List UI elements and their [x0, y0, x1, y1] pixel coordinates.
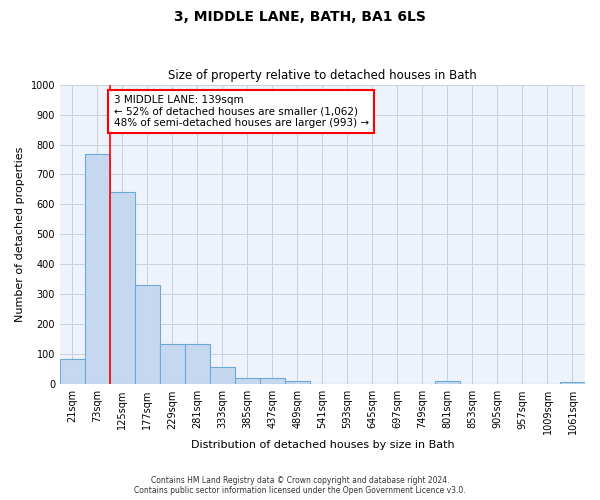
Bar [560, 382, 585, 384]
Y-axis label: Number of detached properties: Number of detached properties [15, 147, 25, 322]
Bar [435, 380, 460, 384]
Text: 3 MIDDLE LANE: 139sqm
← 52% of detached houses are smaller (1,062)
48% of semi-d: 3 MIDDLE LANE: 139sqm ← 52% of detached … [113, 95, 369, 128]
Bar [210, 367, 235, 384]
Bar [135, 286, 160, 384]
Bar [110, 192, 135, 384]
Bar [285, 382, 310, 384]
Bar [160, 344, 185, 385]
Text: Contains HM Land Registry data © Crown copyright and database right 2024.
Contai: Contains HM Land Registry data © Crown c… [134, 476, 466, 495]
Bar [185, 344, 210, 385]
Bar [60, 360, 85, 384]
Text: 3, MIDDLE LANE, BATH, BA1 6LS: 3, MIDDLE LANE, BATH, BA1 6LS [174, 10, 426, 24]
X-axis label: Distribution of detached houses by size in Bath: Distribution of detached houses by size … [191, 440, 454, 450]
Bar [85, 154, 110, 384]
Bar [235, 378, 260, 384]
Title: Size of property relative to detached houses in Bath: Size of property relative to detached ho… [168, 69, 477, 82]
Bar [260, 378, 285, 384]
